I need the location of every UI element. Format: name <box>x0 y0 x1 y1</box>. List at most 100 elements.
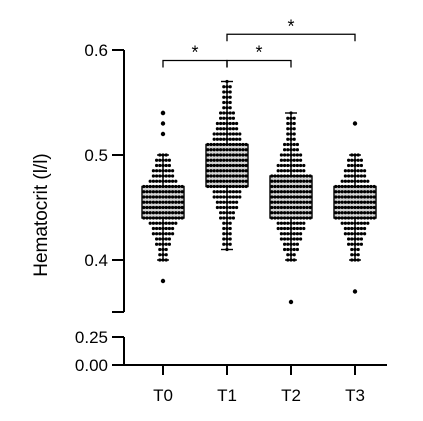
point-T3-5 <box>356 253 360 257</box>
point-T2-67 <box>289 211 293 215</box>
point-T1-21 <box>219 211 223 215</box>
point-T2-32 <box>283 226 287 231</box>
point-T2-93 <box>289 200 293 204</box>
point-T3-140 <box>363 179 367 183</box>
point-T0-78 <box>174 205 178 210</box>
point-T2-124 <box>305 190 309 194</box>
point-T3-91 <box>366 200 370 204</box>
point-T2-24 <box>283 232 287 236</box>
point-T1-50 <box>215 190 219 194</box>
point-T2-140 <box>273 179 277 183</box>
point-T2-10 <box>295 247 299 252</box>
box-T0 <box>141 110 185 284</box>
point-T0-68 <box>142 205 146 210</box>
point-T2-1 <box>289 258 293 262</box>
point-T1-115 <box>222 163 226 168</box>
point-T1-24 <box>228 211 232 215</box>
point-T0-96 <box>148 195 152 199</box>
point-T3-165 <box>359 158 363 162</box>
point-T1-19 <box>228 216 232 220</box>
point-T2-9 <box>292 247 296 252</box>
point-T0-50 <box>167 216 171 220</box>
point-T1-210 <box>228 116 232 120</box>
point-T2-120 <box>292 190 296 194</box>
point-T0-132 <box>180 184 184 189</box>
point-T1-22 <box>222 211 226 215</box>
point-T2-14 <box>292 242 296 246</box>
point-T0-123 <box>151 184 155 189</box>
point-T0-55 <box>142 211 146 215</box>
point-T3-148 <box>363 174 367 178</box>
point-T0-106 <box>180 195 184 199</box>
point-T3-17 <box>356 237 360 241</box>
point-T0-43 <box>145 216 149 220</box>
point-T2-160 <box>295 174 299 178</box>
point-T1-157 <box>231 148 235 152</box>
point-T3-147 <box>359 174 363 178</box>
point-T3-58 <box>343 211 347 215</box>
point-T0-42 <box>142 216 146 220</box>
point-T1-53 <box>225 190 229 194</box>
point-T1-133 <box>238 158 242 162</box>
point-T0-146 <box>164 174 168 178</box>
point-T3-49 <box>356 216 360 220</box>
point-T3-98 <box>347 195 351 199</box>
point-T3-135 <box>347 179 351 183</box>
point-T3-128 <box>359 184 363 189</box>
point-T3-29 <box>353 226 357 231</box>
point-T0-30 <box>164 226 168 231</box>
point-T3-3 <box>350 253 354 257</box>
point-T0-70 <box>148 205 152 210</box>
point-T2-51 <box>279 216 283 220</box>
point-T2-23 <box>279 232 283 236</box>
point-T2-66 <box>286 211 290 215</box>
point-T3-42 <box>334 216 338 220</box>
point-T2-138 <box>308 184 312 189</box>
point-T0-7 <box>161 247 165 252</box>
point-T3-14 <box>347 237 351 241</box>
outlier-T0-1 <box>160 131 166 137</box>
point-T2-218 <box>292 121 296 126</box>
point-T1-112 <box>212 163 216 168</box>
bracket-T1-T3 <box>226 33 356 42</box>
point-T1-12 <box>228 226 232 231</box>
point-T2-165 <box>276 169 280 173</box>
point-T2-5 <box>292 253 296 257</box>
point-T1-10 <box>222 226 226 231</box>
point-T0-48 <box>161 216 165 220</box>
point-T1-218 <box>225 106 229 110</box>
outlier-T2-0 <box>288 299 294 305</box>
point-T0-69 <box>145 205 149 210</box>
point-T2-26 <box>289 232 293 236</box>
point-T0-85 <box>155 200 159 204</box>
point-T3-129 <box>363 184 367 189</box>
point-T3-84 <box>343 200 347 204</box>
point-T0-21 <box>158 232 162 236</box>
point-T2-36 <box>295 226 299 231</box>
point-T1-41 <box>215 195 219 199</box>
point-T2-133 <box>292 184 296 189</box>
point-T2-79 <box>286 205 290 210</box>
point-T3-157 <box>350 163 354 168</box>
point-T2-50 <box>276 216 280 220</box>
point-T1-56 <box>235 190 239 194</box>
point-T3-101 <box>356 195 360 199</box>
point-T1-161 <box>244 148 248 152</box>
point-T2-80 <box>289 205 293 210</box>
point-T2-205 <box>292 142 296 147</box>
point-T3-62 <box>356 211 360 215</box>
point-T2-17 <box>283 237 287 241</box>
point-T2-201 <box>295 148 299 152</box>
point-T2-39 <box>276 221 280 225</box>
x-tick-label-T0: T0 <box>153 386 173 405</box>
point-T1-130 <box>228 158 232 162</box>
point-T0-17 <box>164 237 168 241</box>
point-T3-35 <box>347 221 351 225</box>
point-T2-122 <box>299 190 303 194</box>
point-T2-152 <box>270 174 274 178</box>
point-T3-83 <box>340 200 344 204</box>
point-T2-103 <box>279 195 283 199</box>
point-T1-88 <box>219 174 223 178</box>
point-T0-49 <box>164 216 168 220</box>
point-T1-117 <box>228 163 232 168</box>
